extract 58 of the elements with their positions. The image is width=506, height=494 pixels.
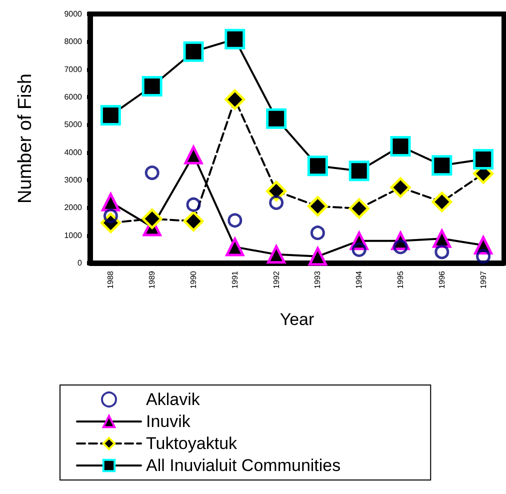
- y-tick-label: 3000: [64, 176, 83, 184]
- point: [224, 89, 246, 110]
- point: [224, 28, 246, 50]
- point: [432, 229, 452, 248]
- point: [432, 192, 452, 212]
- point: [348, 198, 370, 219]
- x-axis-title: Year: [280, 310, 315, 329]
- x-tick-label: 1994: [354, 270, 364, 289]
- point: [184, 146, 203, 164]
- x-tick-label: 1997: [478, 270, 488, 289]
- point: [186, 197, 201, 212]
- legend-label: Aklavik: [146, 390, 200, 409]
- point: [266, 108, 287, 129]
- point: [100, 105, 121, 126]
- point: [101, 192, 120, 212]
- point: [228, 213, 242, 228]
- y-tick-label: 0: [78, 258, 83, 268]
- x-tick-label: 1995: [396, 270, 405, 289]
- point: [310, 226, 325, 240]
- x-tick-label: 1996: [437, 270, 446, 289]
- point: [142, 76, 162, 96]
- x-tick-label: 1992: [272, 270, 281, 289]
- legend-label: All Inuvialuit Communities: [146, 456, 341, 475]
- x-tick-label: 1990: [189, 270, 198, 289]
- x-tick-label: 1993: [313, 270, 322, 289]
- point: [307, 196, 328, 217]
- point: [226, 238, 244, 256]
- x-tick-label: 1988: [106, 270, 116, 289]
- point: [267, 245, 286, 264]
- point: [307, 156, 328, 176]
- point: [390, 136, 411, 156]
- point: [183, 210, 204, 232]
- y-tick-label: 1000: [64, 230, 83, 240]
- point: [266, 180, 287, 202]
- point: [473, 149, 494, 170]
- point: [269, 195, 284, 210]
- y-tick-label: 2000: [64, 203, 83, 212]
- point: [432, 155, 452, 176]
- legend-label: Inuvik: [146, 412, 191, 431]
- point: [142, 208, 162, 229]
- point: [390, 177, 411, 198]
- y-tick-label: 8000: [64, 37, 83, 46]
- point: [352, 242, 366, 257]
- y-tick-label: 6000: [64, 92, 83, 102]
- y-tick-label: 9000: [64, 10, 83, 18]
- point: [183, 41, 204, 62]
- point: [144, 166, 160, 180]
- y-tick-label: 5000: [64, 120, 83, 130]
- x-tick-label: 1991: [230, 270, 240, 289]
- x-tick-label: 1989: [148, 270, 157, 289]
- point: [434, 244, 450, 260]
- legend-label: Tuktoyaktuk: [146, 434, 238, 453]
- point: [308, 247, 327, 266]
- point: [476, 249, 491, 264]
- y-tick-label: 4000: [64, 148, 83, 157]
- y-tick-label: 7000: [64, 64, 83, 74]
- point: [348, 160, 370, 182]
- y-axis-title: Number of Fish: [15, 74, 36, 204]
